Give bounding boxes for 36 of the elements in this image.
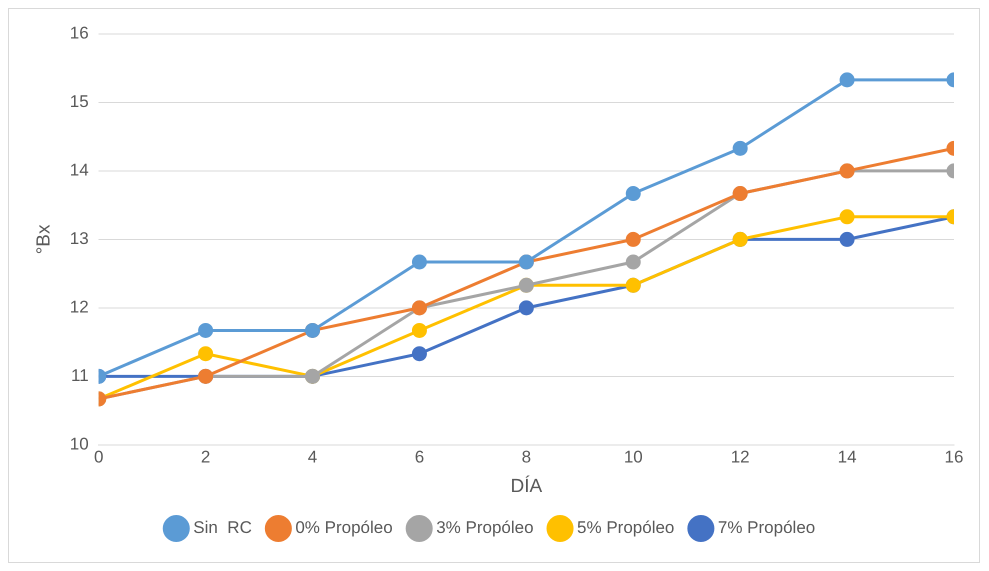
x-tick-label: 4	[308, 448, 318, 467]
x-tick-label: 14	[838, 448, 857, 467]
point	[626, 186, 641, 202]
y-tick-label: 13	[70, 229, 89, 248]
point	[840, 232, 855, 247]
y-tick-label: 14	[70, 160, 89, 180]
point	[198, 322, 214, 338]
x-tick-label: 6	[414, 448, 424, 467]
point	[840, 209, 855, 224]
point	[412, 254, 427, 270]
x-tick-label: 12	[730, 448, 750, 467]
point	[626, 232, 641, 247]
x-axis-title: DÍA	[510, 474, 543, 497]
y-tick-label: 10	[70, 434, 89, 454]
point	[626, 254, 641, 270]
point	[732, 140, 748, 156]
y-tick-label: 15	[70, 92, 89, 112]
x-tick-label: 8	[522, 448, 532, 467]
point	[198, 346, 214, 362]
x-tick-label: 2	[200, 448, 210, 467]
legend-label: 5% Propóleo	[577, 518, 674, 538]
point	[412, 322, 427, 338]
legend-label: 7% Propóleo	[718, 518, 816, 538]
y-tick-label: 11	[71, 366, 89, 386]
legend-label: 0% Propóleo	[295, 518, 393, 538]
y-axis-title: °Bx	[34, 224, 55, 254]
legend-label: 3% Propóleo	[436, 518, 534, 538]
x-tick-label: 16	[944, 448, 964, 467]
legend-label: Sin RC	[193, 518, 252, 538]
point	[412, 346, 427, 362]
y-tick-label: 16	[70, 24, 89, 43]
x-tick-label: 10	[624, 448, 643, 467]
x-tick-label: 0	[94, 448, 104, 467]
y-tick-label: 12	[70, 298, 89, 317]
point	[518, 300, 534, 316]
point	[840, 72, 855, 88]
